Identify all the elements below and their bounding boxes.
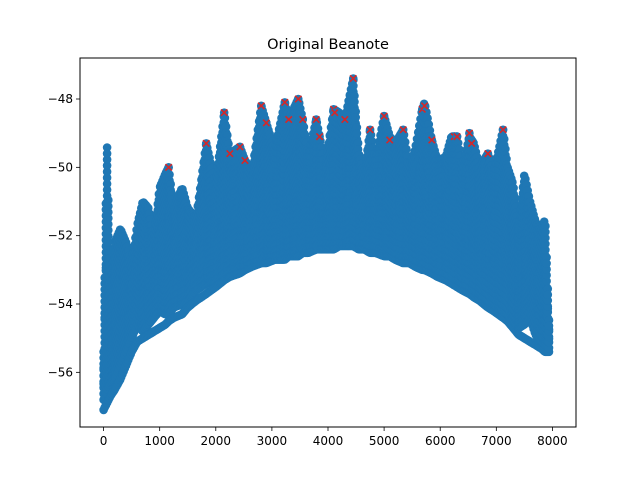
scatter-point — [104, 238, 113, 247]
scatter-point — [104, 213, 113, 223]
scatter-point — [166, 179, 175, 189]
scatter-point — [102, 167, 112, 176]
scatter-point — [102, 155, 112, 164]
scatter-point — [104, 219, 113, 229]
scatter-point — [167, 189, 177, 199]
scatter-point — [104, 207, 113, 217]
scatter-point — [104, 195, 113, 205]
chart-title: Original Beanote — [267, 37, 389, 53]
scatter-point — [104, 231, 113, 241]
scatter-points — [99, 75, 554, 415]
scatter-point — [102, 161, 112, 170]
scatter-point — [104, 201, 113, 211]
scatter-point — [102, 143, 112, 152]
scatter-point — [102, 149, 112, 158]
scatter-point — [165, 170, 174, 179]
scatter-point — [102, 173, 112, 182]
scatter-point — [102, 179, 112, 189]
scatter-point — [102, 185, 112, 195]
scatter-point — [104, 225, 113, 235]
